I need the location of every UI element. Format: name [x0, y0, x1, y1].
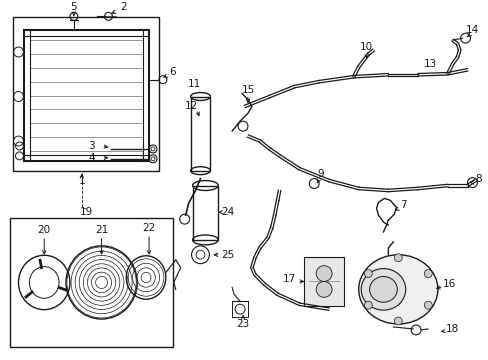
Text: 22: 22 [142, 223, 155, 233]
Text: 7: 7 [399, 200, 406, 210]
Text: 9: 9 [317, 168, 324, 179]
Ellipse shape [361, 269, 405, 310]
Text: 20: 20 [38, 225, 51, 235]
Circle shape [424, 270, 431, 278]
Text: 21: 21 [95, 225, 108, 235]
Text: 19: 19 [80, 207, 93, 217]
Text: 14: 14 [465, 25, 478, 35]
Text: 12: 12 [184, 102, 198, 111]
Circle shape [424, 301, 431, 309]
Bar [304, 257, 343, 306]
Circle shape [316, 282, 331, 297]
Text: 24: 24 [221, 207, 234, 217]
Text: 25: 25 [221, 250, 234, 260]
Circle shape [364, 270, 371, 278]
Text: 15: 15 [241, 85, 254, 95]
Text: 18: 18 [445, 324, 458, 334]
Text: 23: 23 [236, 319, 249, 329]
Text: 10: 10 [359, 42, 372, 52]
Text: 13: 13 [423, 59, 436, 69]
Text: 8: 8 [474, 174, 481, 184]
Text: 3: 3 [88, 141, 95, 151]
Text: 4: 4 [88, 153, 95, 163]
Ellipse shape [369, 276, 397, 302]
Text: 11: 11 [187, 78, 201, 89]
Ellipse shape [358, 255, 437, 324]
Bar [192, 185, 218, 240]
Circle shape [364, 301, 371, 309]
Text: 1: 1 [78, 176, 85, 185]
Text: 17: 17 [282, 274, 296, 284]
Circle shape [393, 254, 402, 262]
Text: 6: 6 [169, 67, 176, 77]
Text: 5: 5 [70, 3, 77, 13]
Text: 16: 16 [442, 279, 455, 289]
Circle shape [316, 266, 331, 282]
Bar [190, 96, 210, 171]
Text: 2: 2 [120, 3, 126, 13]
Bar [10, 218, 172, 347]
Bar [13, 17, 159, 171]
Circle shape [393, 317, 402, 325]
